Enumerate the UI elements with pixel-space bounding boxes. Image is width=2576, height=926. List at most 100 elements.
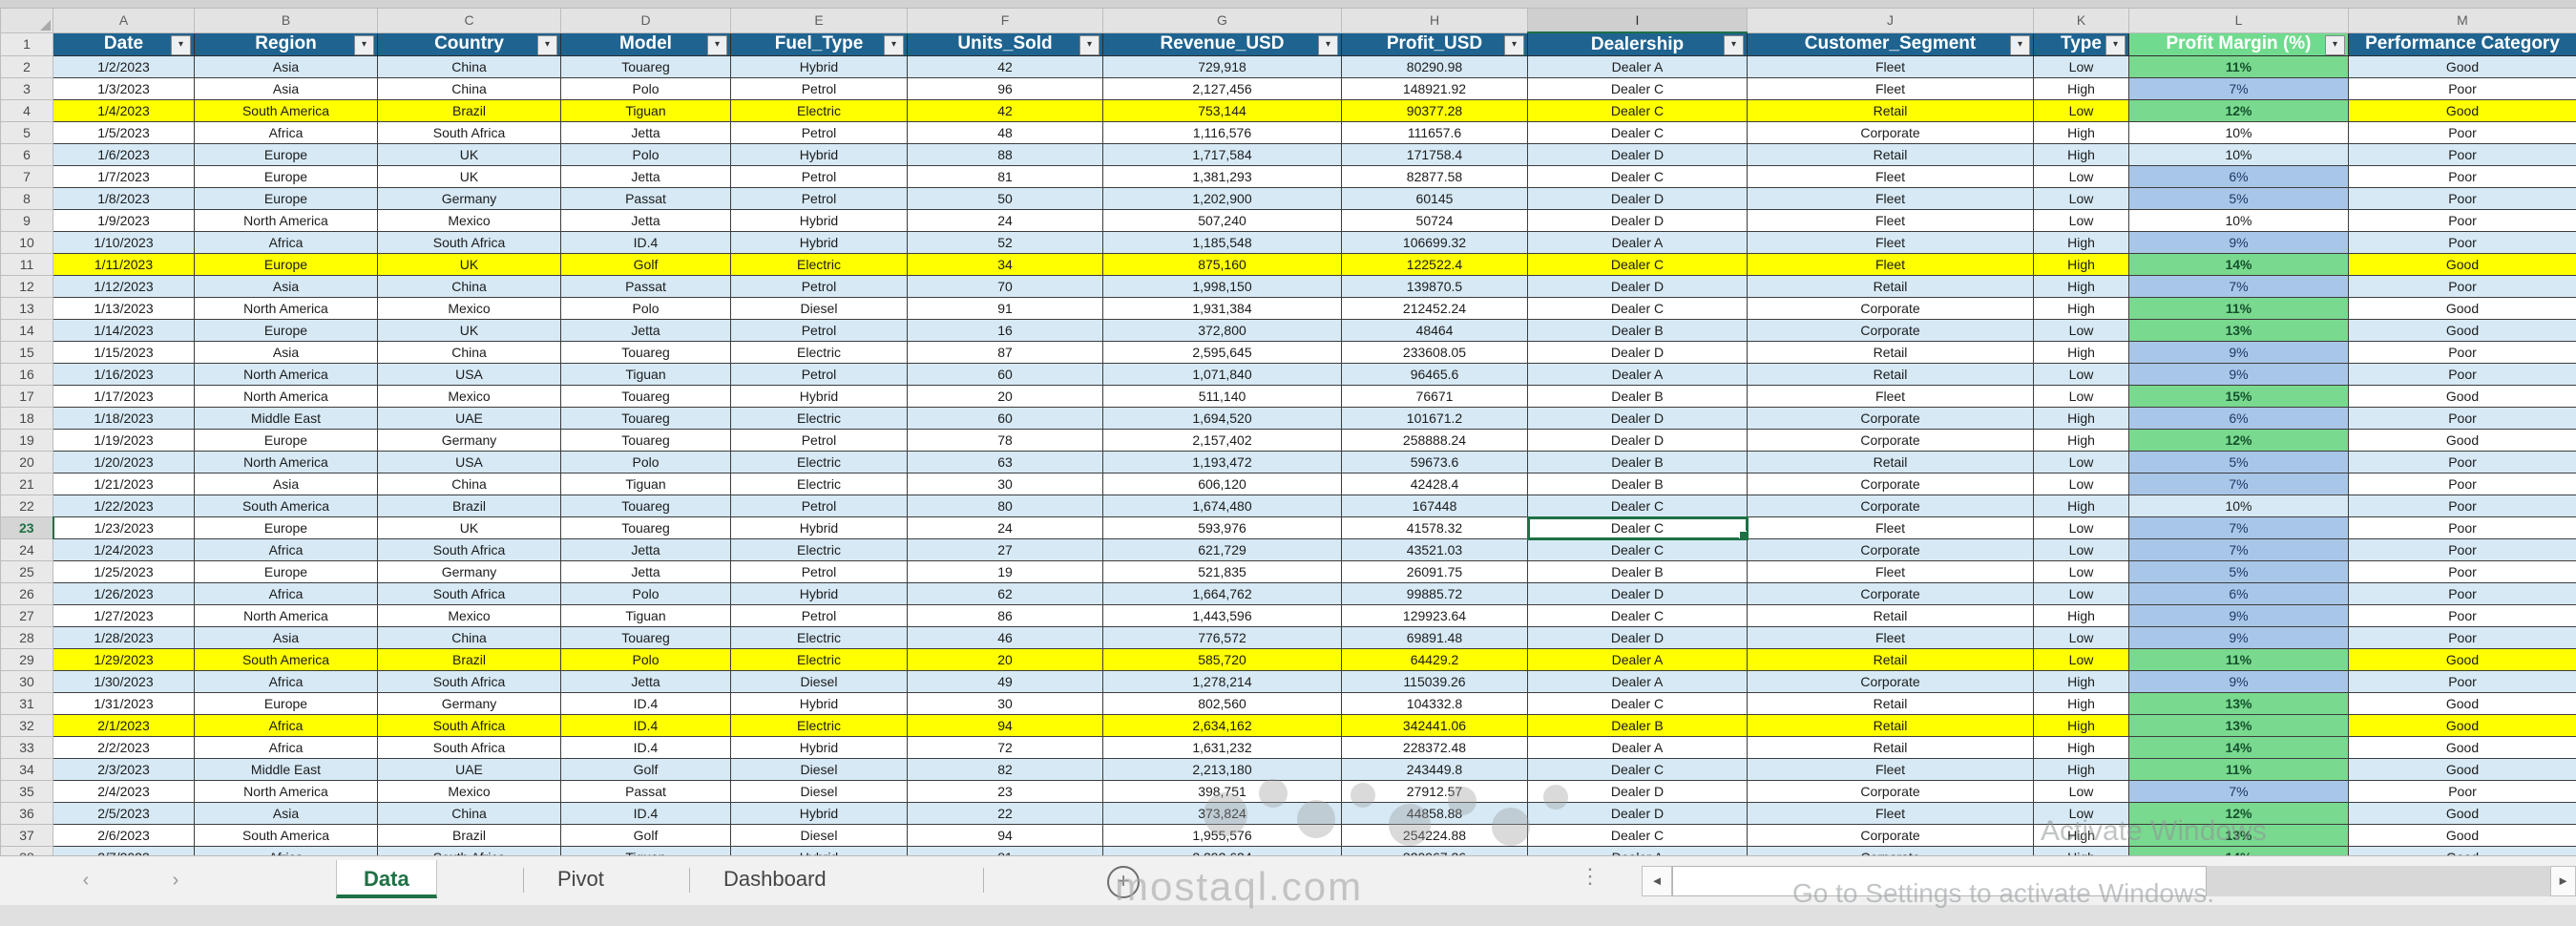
cell-H14[interactable]: 48464 [1341,319,1528,342]
cell-L37[interactable]: 13% [2128,824,2349,847]
cell-C30[interactable]: South Africa [377,670,561,693]
cell-H10[interactable]: 106699.32 [1341,231,1528,254]
cell-C8[interactable]: Germany [377,187,561,210]
cell-M2[interactable]: Good [2348,55,2576,78]
column-header-H[interactable]: H [1341,8,1528,33]
cell-I4[interactable]: Dealer C [1527,99,1748,122]
cell-A7[interactable]: 1/7/2023 [52,165,195,188]
cell-D14[interactable]: Jetta [560,319,731,342]
header-cell-units[interactable]: Units_Sold ▾ [907,32,1103,56]
cell-K34[interactable]: High [2033,758,2129,781]
column-header-K[interactable]: K [2033,8,2129,33]
cell-G27[interactable]: 1,443,596 [1102,604,1342,627]
cell-M21[interactable]: Poor [2348,473,2576,495]
cell-B22[interactable]: South America [194,495,378,517]
cell-G9[interactable]: 507,240 [1102,209,1342,232]
cell-K4[interactable]: Low [2033,99,2129,122]
filter-dropdown-icon-J[interactable]: ▾ [2010,34,2030,55]
filter-dropdown-icon-K[interactable]: ▾ [2105,34,2126,55]
cell-I37[interactable]: Dealer C [1527,824,1748,847]
cell-A19[interactable]: 1/19/2023 [52,429,195,452]
cell-L28[interactable]: 9% [2128,626,2349,649]
row-header-12[interactable]: 12 [0,275,53,298]
cell-J6[interactable]: Retail [1747,143,2034,166]
row-header-34[interactable]: 34 [0,758,53,781]
cell-K21[interactable]: Low [2033,473,2129,495]
cell-G34[interactable]: 2,213,180 [1102,758,1342,781]
cell-L20[interactable]: 5% [2128,451,2349,474]
cell-B17[interactable]: North America [194,385,378,408]
cell-C17[interactable]: Mexico [377,385,561,408]
cell-C22[interactable]: Brazil [377,495,561,517]
cell-J22[interactable]: Corporate [1747,495,2034,517]
cell-F20[interactable]: 63 [907,451,1103,474]
cell-E36[interactable]: Hybrid [730,802,908,825]
cell-B8[interactable]: Europe [194,187,378,210]
cell-F19[interactable]: 78 [907,429,1103,452]
cell-A12[interactable]: 1/12/2023 [52,275,195,298]
cell-E10[interactable]: Hybrid [730,231,908,254]
cell-D12[interactable]: Passat [560,275,731,298]
cell-B21[interactable]: Asia [194,473,378,495]
cell-G7[interactable]: 1,381,293 [1102,165,1342,188]
row-header-3[interactable]: 3 [0,77,53,100]
cell-I34[interactable]: Dealer C [1527,758,1748,781]
cell-J7[interactable]: Fleet [1747,165,2034,188]
cell-K10[interactable]: High [2033,231,2129,254]
row-header-24[interactable]: 24 [0,538,53,561]
cell-B28[interactable]: Asia [194,626,378,649]
cell-G8[interactable]: 1,202,900 [1102,187,1342,210]
cell-K13[interactable]: High [2033,297,2129,320]
cell-I10[interactable]: Dealer A [1527,231,1748,254]
cell-D32[interactable]: ID.4 [560,714,731,737]
cell-F11[interactable]: 34 [907,253,1103,276]
cell-L25[interactable]: 5% [2128,560,2349,583]
tab-data[interactable]: Data [336,860,437,898]
row-header-9[interactable]: 9 [0,209,53,232]
cell-D18[interactable]: Touareg [560,407,731,430]
header-cell-region[interactable]: Region ▾ [194,32,378,56]
cell-C31[interactable]: Germany [377,692,561,715]
cell-K17[interactable]: Low [2033,385,2129,408]
cell-J18[interactable]: Corporate [1747,407,2034,430]
cell-M35[interactable]: Poor [2348,780,2576,803]
cell-B15[interactable]: Asia [194,341,378,364]
cell-D9[interactable]: Jetta [560,209,731,232]
row-header-20[interactable]: 20 [0,451,53,474]
cell-C27[interactable]: Mexico [377,604,561,627]
cell-E22[interactable]: Petrol [730,495,908,517]
cell-D23[interactable]: Touareg [560,516,731,539]
cell-D3[interactable]: Polo [560,77,731,100]
cell-C25[interactable]: Germany [377,560,561,583]
cell-J19[interactable]: Corporate [1747,429,2034,452]
row-header-15[interactable]: 15 [0,341,53,364]
splitter-handle-icon[interactable]: ⋮ [1580,864,1601,888]
cell-M22[interactable]: Poor [2348,495,2576,517]
cell-B18[interactable]: Middle East [194,407,378,430]
row-header-23[interactable]: 23 [0,516,54,539]
cell-D20[interactable]: Polo [560,451,731,474]
row-header-13[interactable]: 13 [0,297,53,320]
cell-D16[interactable]: Tiguan [560,363,731,386]
cell-D15[interactable]: Touareg [560,341,731,364]
cell-D31[interactable]: ID.4 [560,692,731,715]
cell-M9[interactable]: Poor [2348,209,2576,232]
cell-E34[interactable]: Diesel [730,758,908,781]
cell-D34[interactable]: Golf [560,758,731,781]
cell-K8[interactable]: Low [2033,187,2129,210]
cell-E20[interactable]: Electric [730,451,908,474]
cell-J33[interactable]: Retail [1747,736,2034,759]
cell-D19[interactable]: Touareg [560,429,731,452]
cell-F3[interactable]: 96 [907,77,1103,100]
cell-K11[interactable]: High [2033,253,2129,276]
cell-A6[interactable]: 1/6/2023 [52,143,195,166]
cell-F26[interactable]: 62 [907,582,1103,605]
cell-M27[interactable]: Poor [2348,604,2576,627]
cell-L34[interactable]: 11% [2128,758,2349,781]
cell-H25[interactable]: 26091.75 [1341,560,1528,583]
column-header-D[interactable]: D [560,8,731,33]
cell-B32[interactable]: Africa [194,714,378,737]
cell-F22[interactable]: 80 [907,495,1103,517]
cell-J25[interactable]: Fleet [1747,560,2034,583]
cell-B10[interactable]: Africa [194,231,378,254]
